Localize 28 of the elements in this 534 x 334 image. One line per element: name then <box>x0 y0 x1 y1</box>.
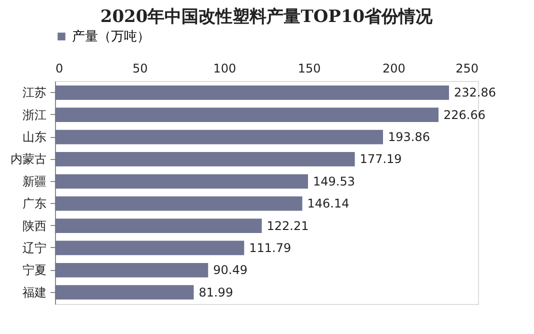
y-tick-label: 陕西 <box>22 218 46 233</box>
x-tick-label: 200 <box>382 62 406 76</box>
y-tick-label: 浙江 <box>22 108 46 122</box>
x-tick-label: 100 <box>213 62 236 76</box>
y-tick-label: 山东 <box>22 130 46 144</box>
chart-title: 2020年中国改性塑料产量TOP10省份情况 <box>100 6 434 27</box>
data-label: 193.86 <box>388 130 430 144</box>
data-label: 177.19 <box>360 152 402 166</box>
y-tick-label: 新疆 <box>22 174 46 188</box>
data-label: 90.49 <box>213 263 248 278</box>
data-label: 149.53 <box>313 174 356 188</box>
x-tick-label: 0 <box>56 62 64 76</box>
y-tick-label: 广东 <box>22 196 46 211</box>
legend-label: 产量（万吨） <box>72 30 150 44</box>
x-tick-label: 150 <box>298 62 321 76</box>
data-label: 122.21 <box>266 218 309 233</box>
y-tick-label: 辽宁 <box>22 240 46 255</box>
data-label: 81.99 <box>198 285 234 300</box>
y-tick-label: 内蒙古 <box>10 152 46 166</box>
x-tick-label: 250 <box>456 62 478 76</box>
data-label: 146.14 <box>307 196 350 211</box>
y-tick-label: 江苏 <box>22 86 46 100</box>
y-tick-label: 福建 <box>22 285 46 300</box>
data-label: 232.86 <box>454 86 496 100</box>
y-tick-label: 宁夏 <box>22 263 46 278</box>
data-label: 111.79 <box>249 240 292 255</box>
x-tick-label: 50 <box>132 62 148 76</box>
data-label: 226.66 <box>444 108 486 122</box>
